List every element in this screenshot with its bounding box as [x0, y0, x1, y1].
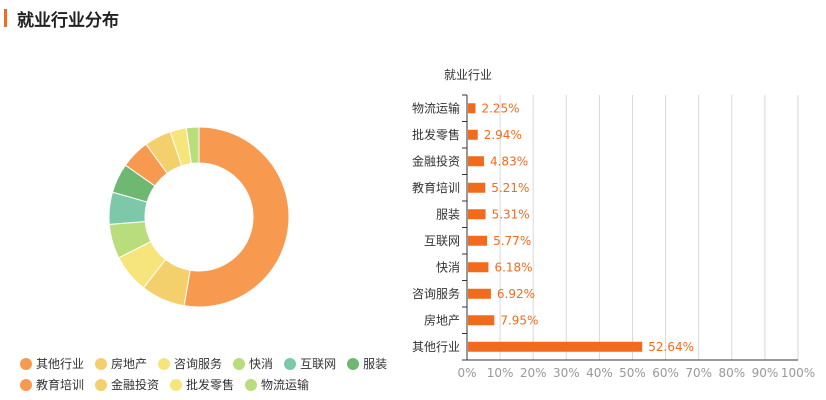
page-title: 就业行业分布: [17, 10, 119, 31]
bar-7[interactable]: [468, 288, 491, 299]
legend-row: 其他行业 房地产 咨询服务 快消 互联网 服装: [20, 353, 387, 374]
legend-label: 房地产: [111, 357, 148, 371]
legend-label: 互联网: [300, 357, 337, 371]
legend-item[interactable]: 其他行业: [20, 355, 84, 372]
x-tick-label: 60%: [652, 366, 679, 380]
legend-swatch: [95, 357, 108, 370]
bar-3[interactable]: [468, 182, 486, 193]
header-accent-bar: [4, 9, 7, 27]
legend-item[interactable]: 服装: [347, 355, 387, 372]
y-category-label: 批发零售: [412, 127, 460, 142]
bar-chart-title: 就业行业: [444, 68, 492, 82]
bar-5[interactable]: [468, 235, 488, 246]
bar-value-label: 6.92%: [497, 287, 535, 301]
legend-label: 金融投资: [111, 378, 160, 392]
y-category-label: 金融投资: [412, 153, 460, 168]
legend-item[interactable]: 物流运输: [245, 376, 309, 393]
y-category-label: 房地产: [424, 312, 460, 327]
x-tick-label: 10%: [487, 366, 514, 380]
bar-1[interactable]: [468, 129, 478, 140]
y-category-label: 服装: [436, 207, 460, 221]
x-tick-label: 0%: [457, 366, 476, 380]
bar-2[interactable]: [468, 156, 484, 167]
legend-swatch: [170, 378, 183, 391]
bar-value-label: 6.18%: [494, 260, 532, 274]
legend-swatch: [233, 357, 246, 370]
legend-swatch: [245, 378, 258, 391]
legend-item[interactable]: 快消: [233, 355, 273, 372]
legend-item[interactable]: 金融投资: [95, 376, 159, 393]
y-category-label: 教育培训: [412, 180, 460, 195]
x-tick-label: 20%: [520, 366, 547, 380]
bar-value-label: 7.95%: [500, 313, 538, 327]
bar-value-label: 52.64%: [648, 340, 694, 354]
legend-item[interactable]: 批发零售: [170, 376, 234, 393]
legend-swatch: [95, 378, 108, 391]
bar-value-label: 2.25%: [481, 101, 519, 115]
legend-row: 教育培训 金融投资 批发零售 物流运输: [20, 374, 380, 395]
bar-value-label: 2.94%: [484, 128, 522, 142]
y-category-label: 咨询服务: [412, 286, 460, 301]
legend-label: 快消: [249, 357, 274, 371]
legend-swatch: [20, 357, 32, 370]
legend-label: 批发零售: [186, 378, 235, 392]
x-tick-label: 90%: [752, 366, 779, 380]
legend-swatch: [158, 357, 171, 370]
y-category-label: 其他行业: [412, 340, 460, 354]
bar-0[interactable]: [468, 103, 476, 114]
legend-label: 其他行业: [36, 357, 85, 371]
y-category-label: 互联网: [424, 234, 460, 248]
donut-slice-9[interactable]: [185, 126, 200, 165]
y-category-label: 快消: [436, 260, 460, 274]
bar-4[interactable]: [468, 209, 486, 220]
x-tick-label: 30%: [553, 366, 580, 380]
legend-swatch: [347, 357, 360, 370]
x-tick-label: 50%: [619, 366, 646, 380]
bar-9[interactable]: [468, 341, 643, 352]
legend-swatch: [20, 378, 32, 391]
legend-swatch: [284, 357, 297, 370]
x-tick-label: 40%: [586, 366, 613, 380]
legend-item[interactable]: 房地产: [95, 355, 147, 372]
bar-value-label: 4.83%: [490, 154, 528, 168]
bar-6[interactable]: [468, 262, 489, 273]
donut-chart: [108, 126, 290, 308]
legend-label: 服装: [363, 357, 388, 371]
donut-slice-0[interactable]: [183, 126, 290, 308]
bar-value-label: 5.77%: [493, 234, 531, 248]
x-tick-label: 70%: [685, 366, 712, 380]
section-header: 就业行业分布: [0, 6, 119, 31]
y-category-label: 物流运输: [412, 100, 460, 115]
x-tick-label: 100%: [781, 366, 815, 380]
bar-value-label: 5.31%: [492, 207, 530, 221]
legend-item[interactable]: 教育培训: [20, 376, 84, 393]
legend-item[interactable]: 互联网: [284, 355, 336, 372]
legend-label: 教育培训: [36, 378, 85, 392]
donut-legend: 其他行业 房地产 咨询服务 快消 互联网 服装教育培训 金融投资 批发零售 物流运输: [20, 353, 387, 395]
bar-value-label: 5.21%: [491, 181, 529, 195]
legend-item[interactable]: 咨询服务: [158, 355, 222, 372]
bar-8[interactable]: [468, 315, 495, 326]
x-tick-label: 80%: [718, 366, 745, 380]
legend-label: 咨询服务: [174, 357, 223, 371]
legend-label: 物流运输: [261, 378, 310, 392]
